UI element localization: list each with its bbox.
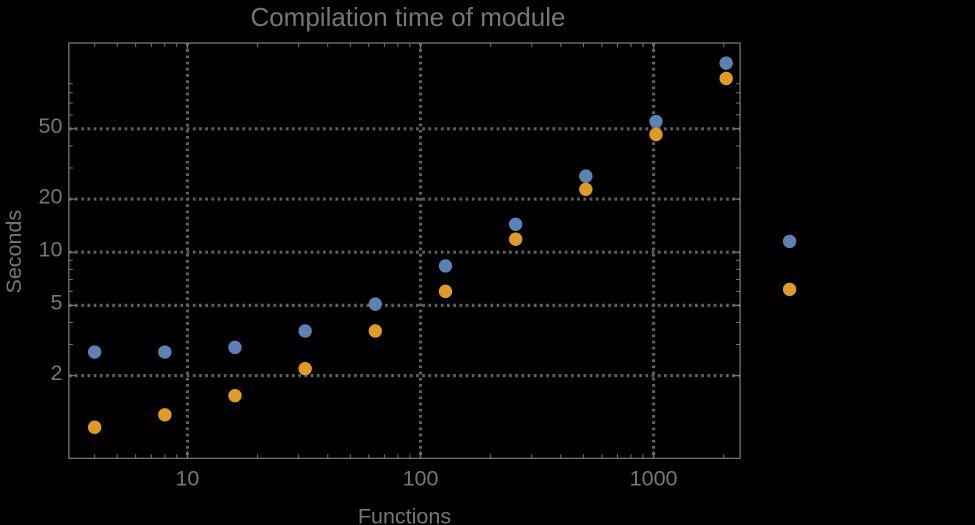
svg-text:Compilation time of module: Compilation time of module — [250, 2, 565, 32]
svg-text:50: 50 — [39, 114, 63, 138]
svg-text:10: 10 — [175, 466, 199, 490]
svg-text:2: 2 — [50, 361, 62, 385]
svg-text:5: 5 — [50, 291, 62, 315]
svg-text:Functions: Functions — [358, 504, 451, 525]
svg-text:20: 20 — [39, 184, 63, 208]
svg-text:10: 10 — [39, 237, 63, 261]
svg-text:100: 100 — [403, 466, 439, 490]
svg-text:1000: 1000 — [630, 466, 678, 490]
svg-text:Seconds: Seconds — [2, 210, 26, 294]
